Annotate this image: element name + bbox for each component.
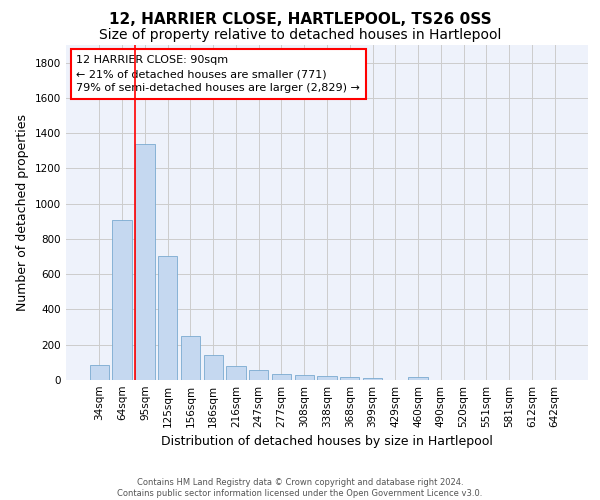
Bar (158, 256, 178, 380)
Text: 12 HARRIER CLOSE: 90sqm
← 21% of detached houses are smaller (771)
79% of semi-d: 12 HARRIER CLOSE: 90sqm ← 21% of detache… (76, 55, 361, 93)
Bar (272, 374, 291, 380)
Bar (363, 378, 382, 380)
Bar (203, 355, 223, 380)
Text: Size of property relative to detached houses in Hartlepool: Size of property relative to detached ho… (99, 28, 501, 42)
Text: Contains HM Land Registry data © Crown copyright and database right 2024.
Contai: Contains HM Land Registry data © Crown c… (118, 478, 482, 498)
Bar (340, 378, 359, 380)
Bar (135, 144, 155, 380)
Bar (226, 366, 245, 380)
Bar (181, 336, 200, 380)
Text: 12, HARRIER CLOSE, HARTLEPOOL, TS26 0SS: 12, HARRIER CLOSE, HARTLEPOOL, TS26 0SS (109, 12, 491, 28)
Bar (90, 365, 109, 380)
Bar (249, 370, 268, 380)
Bar (112, 220, 132, 380)
Y-axis label: Number of detached properties: Number of detached properties (16, 114, 29, 311)
Bar (409, 377, 428, 380)
Bar (295, 375, 314, 380)
X-axis label: Distribution of detached houses by size in Hartlepool: Distribution of detached houses by size … (161, 436, 493, 448)
Bar (317, 376, 337, 380)
